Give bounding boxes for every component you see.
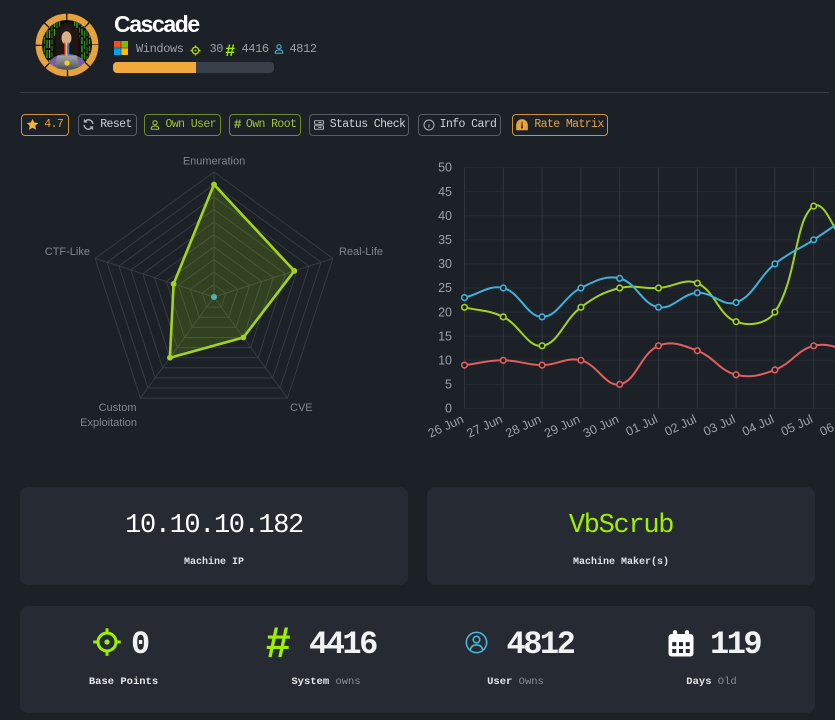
svg-text:28 Jun: 28 Jun xyxy=(503,412,543,441)
svg-text:03 Jul: 03 Jul xyxy=(701,412,737,439)
svg-text:0: 0 xyxy=(445,402,452,416)
svg-text:5: 5 xyxy=(445,378,452,392)
svg-text:Custom: Custom xyxy=(99,402,137,414)
svg-text:26 Jun: 26 Jun xyxy=(426,412,466,441)
svg-text:10: 10 xyxy=(438,354,452,368)
svg-text:01 Jul: 01 Jul xyxy=(624,412,660,439)
svg-text:Exploitation: Exploitation xyxy=(80,417,137,429)
svg-text:CVE: CVE xyxy=(290,402,313,414)
svg-text:06 Jul: 06 Jul xyxy=(818,412,835,439)
svg-text:20: 20 xyxy=(438,305,452,319)
svg-text:27 Jun: 27 Jun xyxy=(465,412,505,441)
svg-text:02 Jul: 02 Jul xyxy=(662,412,698,439)
svg-text:45: 45 xyxy=(438,185,452,199)
svg-text:40: 40 xyxy=(438,209,452,223)
svg-text:04 Jul: 04 Jul xyxy=(740,412,776,439)
svg-text:Enumeration: Enumeration xyxy=(183,156,245,168)
svg-text:15: 15 xyxy=(438,329,452,343)
svg-text:29 Jun: 29 Jun xyxy=(542,412,582,441)
svg-text:CTF-Like: CTF-Like xyxy=(45,246,90,258)
svg-text:25: 25 xyxy=(438,281,452,295)
svg-text:05 Jul: 05 Jul xyxy=(779,412,815,439)
svg-text:35: 35 xyxy=(438,233,452,247)
svg-text:50: 50 xyxy=(438,161,452,175)
svg-text:30: 30 xyxy=(438,257,452,271)
svg-text:30 Jun: 30 Jun xyxy=(581,412,621,441)
svg-text:Real-Life: Real-Life xyxy=(339,246,383,258)
